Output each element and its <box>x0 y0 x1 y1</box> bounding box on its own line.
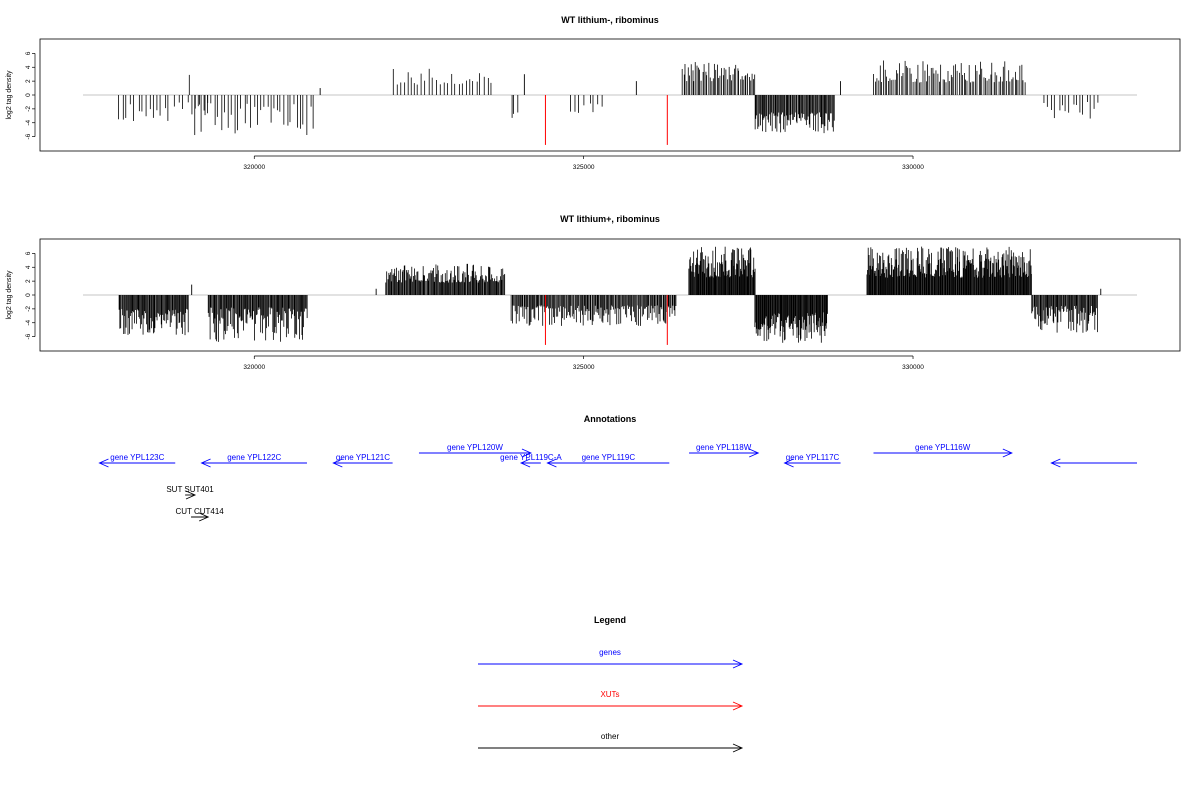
arrowhead-icon <box>1050 458 1061 468</box>
arrowhead-icon <box>732 701 744 711</box>
feature-label: gene YPL117C <box>786 453 840 462</box>
arrowhead-icon <box>519 458 531 468</box>
arrowhead-icon <box>732 743 744 753</box>
arrowhead-icon <box>1002 448 1013 458</box>
annotation-feature[interactable]: gene YPL120W <box>418 443 533 458</box>
feature-label: gene YPL122C <box>227 453 281 462</box>
arrowhead-icon <box>783 458 794 468</box>
arrowhead-icon <box>332 458 343 468</box>
arrowhead-icon <box>732 659 744 669</box>
feature-label: CUT CUT414 <box>175 507 224 516</box>
y-tick-label: 4 <box>25 65 32 69</box>
x-axis: 320000 325000 330000 <box>243 155 924 171</box>
legend-label: XUTs <box>600 690 619 699</box>
annotation-feature[interactable] <box>1050 458 1137 468</box>
annotations-title: Annotations <box>584 414 637 424</box>
x-tick-label: 330000 <box>902 164 924 171</box>
annotation-feature[interactable]: gene YPL118W <box>689 443 760 458</box>
plot-frame <box>39 238 1181 352</box>
legend-item: XUTs <box>478 690 744 711</box>
x-tick-label: 320000 <box>243 364 265 371</box>
annotation-feature[interactable]: gene YPL122C <box>200 453 307 468</box>
signal-marks <box>83 246 1137 345</box>
feature-label: gene YPL116W <box>915 443 971 452</box>
y-tick-label: 0 <box>25 293 32 297</box>
y-tick-label: -4 <box>25 119 32 125</box>
arrowhead-icon <box>749 448 760 458</box>
x-axis: 320000 325000 330000 <box>243 355 924 371</box>
arrowhead-icon <box>98 458 109 468</box>
legend-item: other <box>478 732 744 753</box>
track-panel-lithium-plus: WT lithium+, ribominus log2 tag density … <box>6 214 1181 371</box>
y-tick-label: 2 <box>25 279 32 283</box>
arrowhead-icon <box>198 512 210 522</box>
legend-items: genes XUTs other <box>478 648 744 753</box>
arrowhead-icon <box>200 458 211 468</box>
annotation-feature[interactable]: gene YPL116W <box>873 443 1013 458</box>
feature-label: gene YPL119C <box>582 453 636 462</box>
y-tick-label: -4 <box>25 319 32 325</box>
signal-marks <box>83 60 1137 145</box>
x-tick-label: 320000 <box>243 164 265 171</box>
y-axis-label: log2 tag density <box>6 270 13 320</box>
y-tick-label: 2 <box>25 79 32 83</box>
feature-label: gene YPL120W <box>447 443 503 452</box>
y-axis: -6 -4 -2 0 2 4 6 <box>25 51 36 139</box>
feature-label: gene YPL119C-A <box>500 453 562 462</box>
annotations-panel: Annotations gene YPL123C gene YPL122C gene… <box>98 414 1137 522</box>
y-tick-label: 4 <box>25 265 32 269</box>
feature-label: gene YPL121C <box>336 453 390 462</box>
feature-label: gene YPL118W <box>696 443 752 452</box>
y-axis: -6 -4 -2 0 2 4 6 <box>25 251 36 339</box>
y-tick-label: -6 <box>25 333 32 339</box>
plot-frame <box>39 38 1181 152</box>
legend-title: Legend <box>594 615 626 625</box>
legend-label: genes <box>599 648 621 657</box>
y-tick-label: -2 <box>25 306 32 312</box>
annotation-feature[interactable]: gene YPL119C-A <box>500 453 562 468</box>
y-tick-label: 6 <box>25 51 32 55</box>
arrowhead-icon <box>521 448 533 458</box>
annotation-feature[interactable]: gene YPL123C <box>98 453 176 468</box>
legend-label: other <box>601 732 620 741</box>
y-tick-label: -6 <box>25 133 32 139</box>
legend: Legend genes XUTs other <box>478 615 744 753</box>
feature-label: SUT SUT401 <box>166 485 214 494</box>
panel-title: WT lithium-, ribominus <box>561 15 659 25</box>
y-tick-label: -2 <box>25 106 32 112</box>
feature-label: gene YPL123C <box>110 453 164 462</box>
annotation-feature[interactable]: CUT CUT414 <box>175 507 224 522</box>
arrowhead-icon <box>546 458 557 468</box>
annotation-feature[interactable]: gene YPL119C <box>546 453 670 468</box>
panel-title: WT lithium+, ribominus <box>560 214 660 224</box>
x-tick-label: 330000 <box>902 364 924 371</box>
arrowhead-icon <box>185 490 197 500</box>
annotation-features: gene YPL123C gene YPL122C gene YPL121C gene… <box>98 443 1137 522</box>
annotation-feature[interactable]: SUT SUT401 <box>166 485 214 500</box>
x-tick-label: 325000 <box>573 164 595 171</box>
legend-item: genes <box>478 648 744 669</box>
annotation-feature[interactable]: gene YPL117C <box>783 453 841 468</box>
annotation-feature[interactable]: gene YPL121C <box>332 453 393 468</box>
y-axis-label: log2 tag density <box>6 70 13 120</box>
track-panel-lithium-minus: WT lithium-, ribominus log2 tag density … <box>6 15 1181 171</box>
x-tick-label: 325000 <box>573 364 595 371</box>
y-tick-label: 0 <box>25 93 32 97</box>
y-tick-label: 6 <box>25 251 32 255</box>
